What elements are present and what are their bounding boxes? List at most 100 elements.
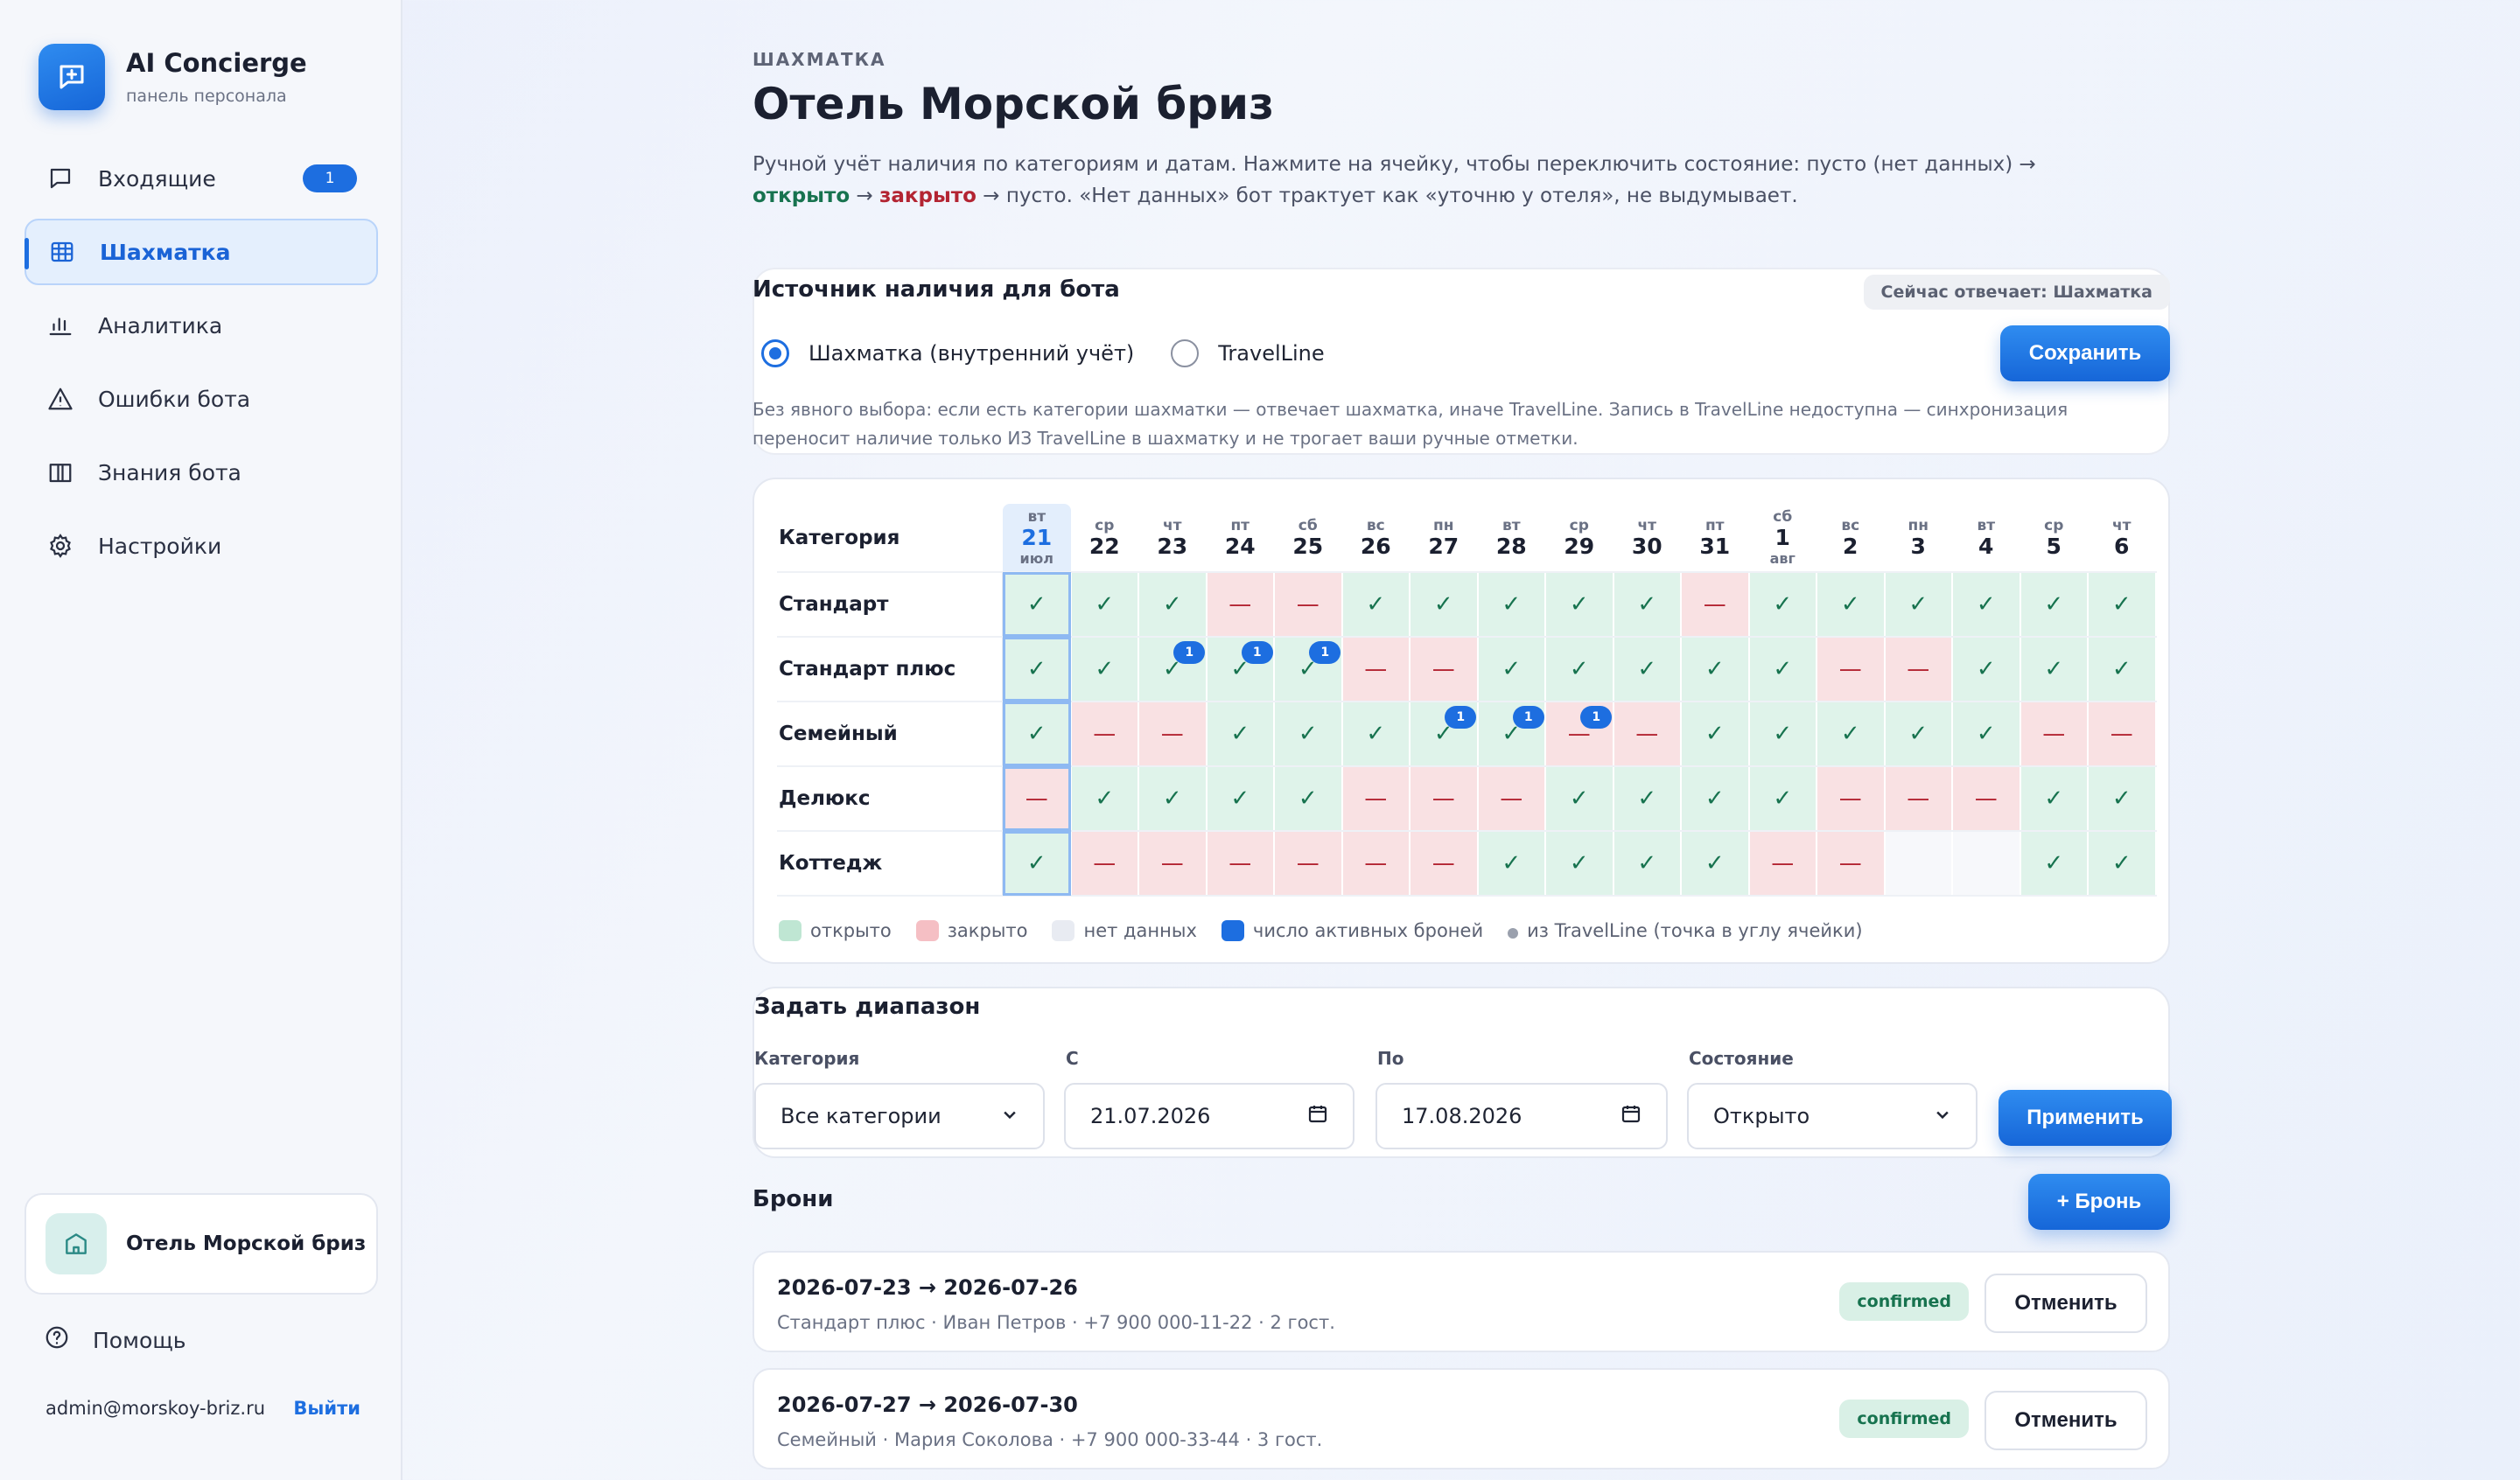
cell-open[interactable]: ✓ 1 xyxy=(1477,702,1546,767)
cell-open[interactable]: ✓ xyxy=(1138,572,1208,638)
cell-open[interactable]: ✓ xyxy=(1545,766,1614,832)
cell-open[interactable]: ✓ xyxy=(1613,766,1682,832)
cell-open[interactable]: ✓ 1 xyxy=(1138,637,1208,702)
sidebar-item-inbox[interactable]: Входящие 1 xyxy=(24,145,378,212)
cell-closed[interactable]: — xyxy=(1003,766,1072,832)
cell-closed[interactable]: — xyxy=(1884,637,1953,702)
cancel-booking-button[interactable]: Отменить xyxy=(1984,1391,2147,1450)
cell-open[interactable]: ✓ xyxy=(1003,831,1072,897)
cell-empty[interactable] xyxy=(1952,831,2021,897)
cell-open[interactable]: ✓ xyxy=(1748,702,1817,767)
cell-closed[interactable]: — xyxy=(1341,637,1410,702)
category-select[interactable]: Все категории xyxy=(754,1083,1045,1149)
cell-open[interactable]: ✓ 1 xyxy=(1410,702,1479,767)
cell-open[interactable]: ✓ xyxy=(1003,702,1072,767)
cell-open[interactable]: ✓ xyxy=(2088,637,2157,702)
hotel-switcher[interactable]: Отель Морской бриз xyxy=(24,1193,378,1295)
cancel-booking-button[interactable]: Отменить xyxy=(1984,1274,2147,1333)
cell-open[interactable]: ✓ xyxy=(2020,766,2089,832)
cell-open[interactable]: ✓ xyxy=(2020,572,2089,638)
cell-open[interactable]: ✓ xyxy=(1477,831,1546,897)
cell-open[interactable]: ✓ xyxy=(1681,766,1750,832)
cell-open[interactable]: ✓ xyxy=(1477,637,1546,702)
cell-open[interactable]: ✓ xyxy=(1274,766,1343,832)
cell-open[interactable]: ✓ xyxy=(1341,702,1410,767)
cell-open[interactable]: ✓ xyxy=(1884,572,1953,638)
save-button[interactable]: Сохранить xyxy=(2000,325,2170,381)
to-date-input[interactable]: 17.08.2026 xyxy=(1376,1083,1668,1149)
cell-open[interactable]: ✓ xyxy=(1070,572,1139,638)
cell-open[interactable]: ✓ xyxy=(1206,702,1275,767)
cell-closed[interactable]: — xyxy=(1070,702,1139,767)
cell-closed[interactable]: — xyxy=(1613,702,1682,767)
cell-open[interactable]: ✓ xyxy=(1748,572,1817,638)
from-date-input[interactable]: 21.07.2026 xyxy=(1064,1083,1354,1149)
cell-open[interactable]: ✓ xyxy=(1952,637,2021,702)
cell-open[interactable]: ✓ xyxy=(1341,572,1410,638)
cell-closed[interactable]: —1 xyxy=(1545,702,1614,767)
cell-closed[interactable]: — xyxy=(1138,831,1208,897)
cell-open[interactable]: ✓ xyxy=(1952,702,2021,767)
cell-empty[interactable] xyxy=(1884,831,1953,897)
cell-open[interactable]: ✓ xyxy=(2020,831,2089,897)
cell-closed[interactable]: — xyxy=(1070,831,1139,897)
cell-open[interactable]: ✓ xyxy=(2020,637,2089,702)
cell-closed[interactable]: — xyxy=(1748,831,1817,897)
logout-link[interactable]: Выйти xyxy=(293,1398,360,1419)
cell-open[interactable]: ✓ xyxy=(1681,637,1750,702)
radio-travelline[interactable] xyxy=(1171,339,1200,367)
cell-open[interactable]: ✓ 1 xyxy=(1206,637,1275,702)
cell-open[interactable]: ✓ xyxy=(1545,637,1614,702)
cell-closed[interactable]: — xyxy=(1410,831,1479,897)
cell-open[interactable]: ✓ xyxy=(1206,766,1275,832)
cell-open[interactable]: ✓ xyxy=(1613,572,1682,638)
cell-closed[interactable]: — xyxy=(2088,702,2157,767)
sidebar-item-analytics[interactable]: Аналитика xyxy=(24,292,378,359)
cell-open[interactable]: ✓ xyxy=(1410,572,1479,638)
cell-open[interactable]: ✓ xyxy=(1748,766,1817,832)
state-select[interactable]: Открыто xyxy=(1687,1083,1978,1149)
sidebar-item-bot-knowledge[interactable]: Знания бота xyxy=(24,439,378,506)
cell-open[interactable]: ✓ xyxy=(1681,831,1750,897)
cell-open[interactable]: ✓ xyxy=(1613,831,1682,897)
sidebar-item-chessboard[interactable]: Шахматка xyxy=(24,219,378,285)
cell-open[interactable]: ✓ xyxy=(1003,637,1072,702)
cell-closed[interactable]: — xyxy=(1410,766,1479,832)
radio-chessboard-label[interactable]: Шахматка (внутренний учёт) xyxy=(808,341,1135,366)
cell-closed[interactable]: — xyxy=(1816,637,1886,702)
cell-open[interactable]: ✓ xyxy=(1070,637,1139,702)
cell-closed[interactable]: — xyxy=(1816,831,1886,897)
cell-open[interactable]: ✓ xyxy=(1070,766,1139,832)
cell-closed[interactable]: — xyxy=(1274,572,1343,638)
sidebar-item-settings[interactable]: Настройки xyxy=(24,513,378,579)
cell-closed[interactable]: — xyxy=(1206,831,1275,897)
cell-open[interactable]: ✓ xyxy=(1816,572,1886,638)
cell-open[interactable]: ✓ xyxy=(1545,831,1614,897)
cell-open[interactable]: ✓ xyxy=(1816,702,1886,767)
cell-open[interactable]: ✓ xyxy=(1884,702,1953,767)
cell-open[interactable]: ✓ xyxy=(1274,702,1343,767)
cell-open[interactable]: ✓ xyxy=(1613,637,1682,702)
help-link[interactable]: Помощь xyxy=(44,1324,186,1356)
cell-closed[interactable]: — xyxy=(1341,766,1410,832)
sidebar-item-bot-errors[interactable]: Ошибки бота xyxy=(24,366,378,432)
cell-open[interactable]: ✓ xyxy=(2088,831,2157,897)
cell-open[interactable]: ✓ xyxy=(1952,572,2021,638)
cell-open[interactable]: ✓ xyxy=(2088,766,2157,832)
cell-open[interactable]: ✓ 1 xyxy=(1274,637,1343,702)
cell-open[interactable]: ✓ xyxy=(1545,572,1614,638)
cell-closed[interactable]: — xyxy=(1274,831,1343,897)
cell-open[interactable]: ✓ xyxy=(1138,766,1208,832)
cell-closed[interactable]: — xyxy=(2020,702,2089,767)
cell-closed[interactable]: — xyxy=(1138,702,1208,767)
cell-closed[interactable]: — xyxy=(1884,766,1953,832)
cell-closed[interactable]: — xyxy=(1477,766,1546,832)
cell-closed[interactable]: — xyxy=(1410,637,1479,702)
apply-button[interactable]: Применить xyxy=(1998,1090,2172,1146)
cell-closed[interactable]: — xyxy=(1206,572,1275,638)
cell-open[interactable]: ✓ xyxy=(1477,572,1546,638)
cell-closed[interactable]: — xyxy=(1681,572,1750,638)
cell-open[interactable]: ✓ xyxy=(1681,702,1750,767)
cell-open[interactable]: ✓ xyxy=(1003,572,1072,638)
cell-closed[interactable]: — xyxy=(1952,766,2021,832)
